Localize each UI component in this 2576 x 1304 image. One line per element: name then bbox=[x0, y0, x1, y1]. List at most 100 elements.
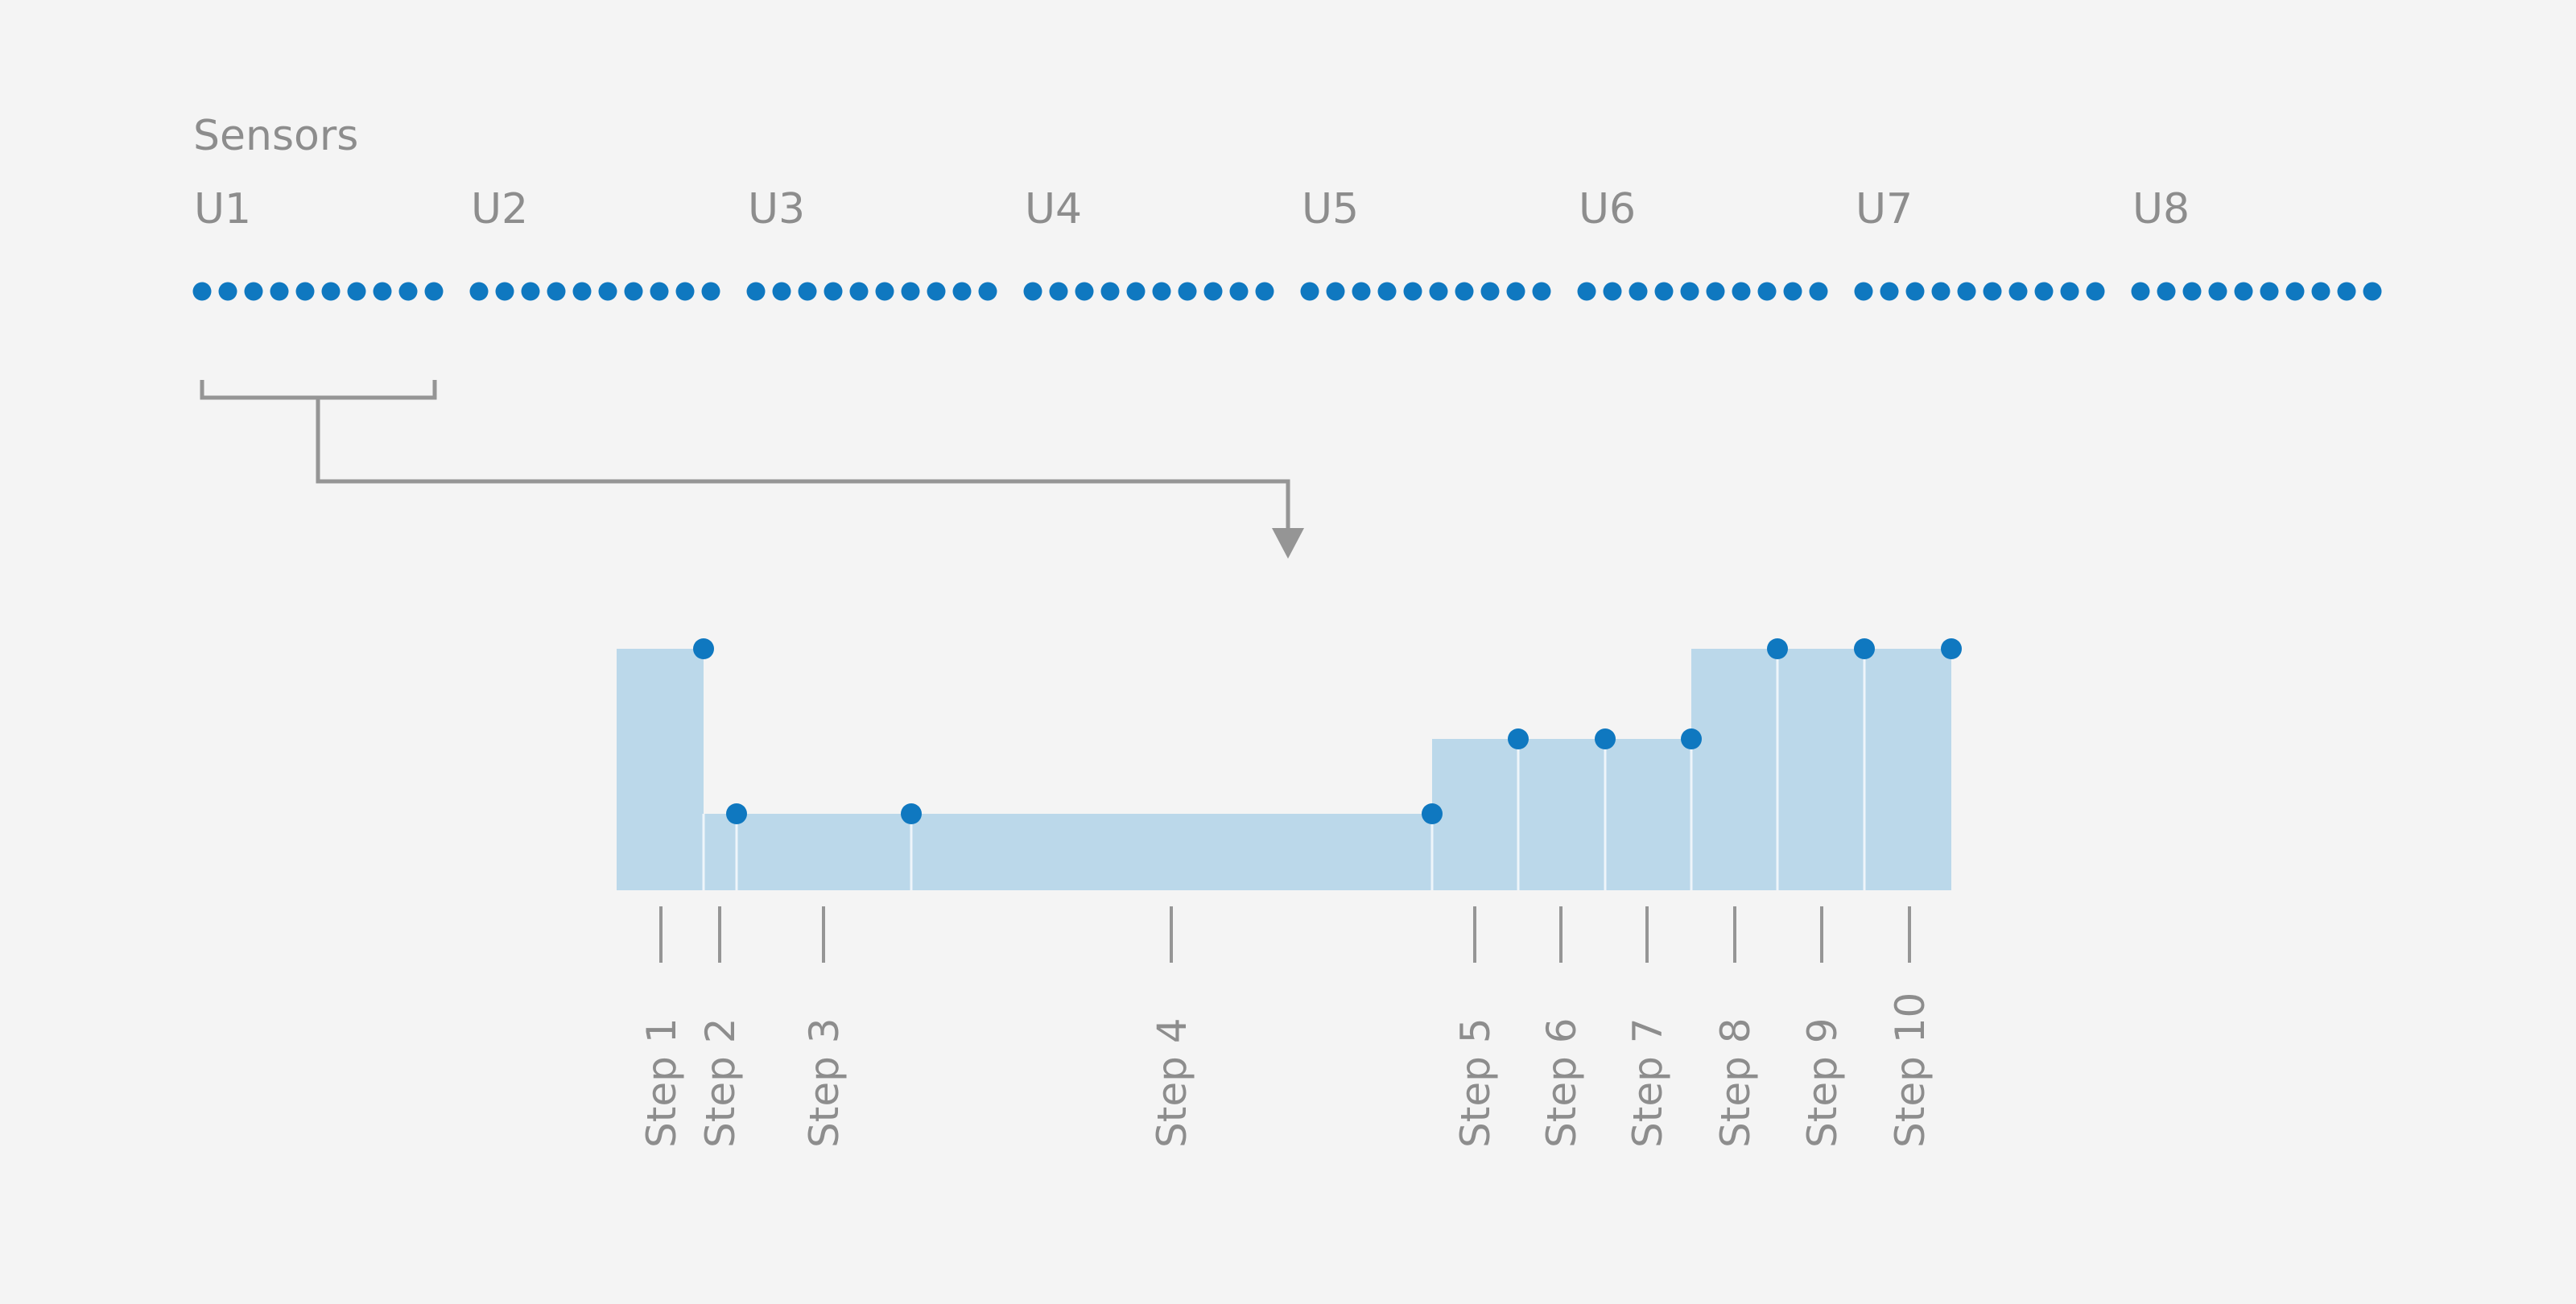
step-marker bbox=[1508, 728, 1529, 749]
sensor-dot bbox=[1300, 282, 1319, 301]
sensor-dot bbox=[875, 282, 894, 301]
step-labels: Step 1 Step 2 Step 3 Step 4 Step 5 Step 6 Step… bbox=[638, 992, 1934, 1148]
sensor-dot bbox=[495, 282, 514, 301]
sensor-dot bbox=[1255, 282, 1274, 301]
sensor-dot bbox=[1455, 282, 1474, 301]
sensor-dot bbox=[624, 282, 643, 301]
sensor-dot bbox=[1480, 282, 1500, 301]
sensor-dot bbox=[547, 282, 566, 301]
step-area bbox=[1605, 739, 1691, 890]
sensor-dot bbox=[521, 282, 540, 301]
sensor-dot bbox=[572, 282, 592, 301]
sensor-group-label: U6 bbox=[1579, 185, 1636, 233]
sensor-dot bbox=[1905, 282, 1925, 301]
sensor-dot bbox=[1049, 282, 1068, 301]
sensor-group-labels: U1 U2 U3 U4 U5 U6 U7 U8 bbox=[194, 185, 2190, 233]
sensor-dot bbox=[1880, 282, 1899, 301]
group-bracket bbox=[200, 380, 437, 400]
sensor-dot bbox=[1931, 282, 1951, 301]
step-label: Step 5 bbox=[1452, 1017, 1499, 1148]
step-label: Step 1 bbox=[638, 1017, 685, 1148]
sensor-dot bbox=[978, 282, 997, 301]
diagram-title: Sensors bbox=[193, 112, 358, 160]
sensor-dot bbox=[2234, 282, 2253, 301]
sensor-dot bbox=[598, 282, 617, 301]
sensor-dot bbox=[2131, 282, 2150, 301]
sensor-dot bbox=[218, 282, 237, 301]
step-marker bbox=[726, 803, 747, 824]
step-marker bbox=[1854, 638, 1875, 659]
sensor-dot bbox=[244, 282, 263, 301]
sensor-dot bbox=[270, 282, 289, 301]
sensor-dot bbox=[1352, 282, 1371, 301]
sensor-group-label: U7 bbox=[1856, 185, 1913, 233]
step-marker bbox=[1422, 803, 1443, 824]
sensor-dot bbox=[1023, 282, 1042, 301]
sensor-dot bbox=[1506, 282, 1525, 301]
sensor-group-label: U2 bbox=[471, 185, 528, 233]
sensor-dot bbox=[927, 282, 946, 301]
step-area bbox=[1777, 649, 1864, 890]
step-label: Step 10 bbox=[1887, 992, 1934, 1148]
sensor-dot bbox=[1983, 282, 2002, 301]
sensor-dot bbox=[1854, 282, 1873, 301]
step-label: Step 8 bbox=[1712, 1017, 1759, 1148]
step-dividers bbox=[702, 649, 1866, 890]
sensor-dot bbox=[1377, 282, 1397, 301]
sensor-dot bbox=[1732, 282, 1751, 301]
sensor-dot bbox=[1229, 282, 1249, 301]
sensor-group-label: U4 bbox=[1025, 185, 1082, 233]
sensor-dot bbox=[2060, 282, 2079, 301]
sensor-dot bbox=[1629, 282, 1648, 301]
step-area bbox=[704, 814, 737, 890]
sensor-dot bbox=[2337, 282, 2356, 301]
sensor-dot bbox=[849, 282, 869, 301]
step-area bbox=[1518, 739, 1605, 890]
sensor-dot bbox=[1603, 282, 1622, 301]
sensor-dot bbox=[1100, 282, 1120, 301]
sensor-dot bbox=[398, 282, 418, 301]
step-area bbox=[1432, 739, 1518, 890]
step-label: Step 9 bbox=[1799, 1017, 1846, 1148]
sensor-dot bbox=[1152, 282, 1171, 301]
sensor-dot bbox=[2157, 282, 2176, 301]
step-marker bbox=[1767, 638, 1788, 659]
step-marker bbox=[1595, 728, 1616, 749]
sensor-group-label: U8 bbox=[2132, 185, 2190, 233]
sensor-group-label: U5 bbox=[1302, 185, 1359, 233]
step-label: Step 6 bbox=[1538, 1017, 1585, 1148]
zoom-connector bbox=[200, 380, 1304, 559]
arrow-head-icon bbox=[1272, 528, 1304, 559]
sensor-dot bbox=[772, 282, 791, 301]
sensor-dot bbox=[1654, 282, 1674, 301]
sensor-dot bbox=[424, 282, 444, 301]
sensor-dot bbox=[1075, 282, 1094, 301]
sensor-dot bbox=[1403, 282, 1422, 301]
sensor-dot bbox=[2086, 282, 2105, 301]
sensor-dot bbox=[746, 282, 766, 301]
sensor-dot bbox=[2260, 282, 2279, 301]
step-area-chart bbox=[617, 649, 1951, 890]
sensor-dot bbox=[901, 282, 920, 301]
sensor-dot bbox=[192, 282, 212, 301]
sensor-dot bbox=[321, 282, 341, 301]
sensor-dot bbox=[373, 282, 392, 301]
step-marker bbox=[1941, 638, 1962, 659]
sensor-group-label: U3 bbox=[748, 185, 805, 233]
step-label: Step 7 bbox=[1624, 1017, 1671, 1148]
sensor-dot bbox=[1783, 282, 1802, 301]
sensor-dot bbox=[2285, 282, 2305, 301]
sensor-group-label: U1 bbox=[194, 185, 251, 233]
sensor-dot bbox=[295, 282, 315, 301]
step-label: Step 2 bbox=[697, 1017, 744, 1148]
sensor-dot bbox=[1532, 282, 1551, 301]
sensor-dot bbox=[675, 282, 695, 301]
sensor-dot bbox=[798, 282, 817, 301]
step-area bbox=[737, 814, 911, 890]
step-area bbox=[1691, 649, 1777, 890]
sensor-dot bbox=[952, 282, 972, 301]
sensor-dot bbox=[2008, 282, 2028, 301]
sensor-dot bbox=[1429, 282, 1448, 301]
step-area bbox=[1864, 649, 1951, 890]
